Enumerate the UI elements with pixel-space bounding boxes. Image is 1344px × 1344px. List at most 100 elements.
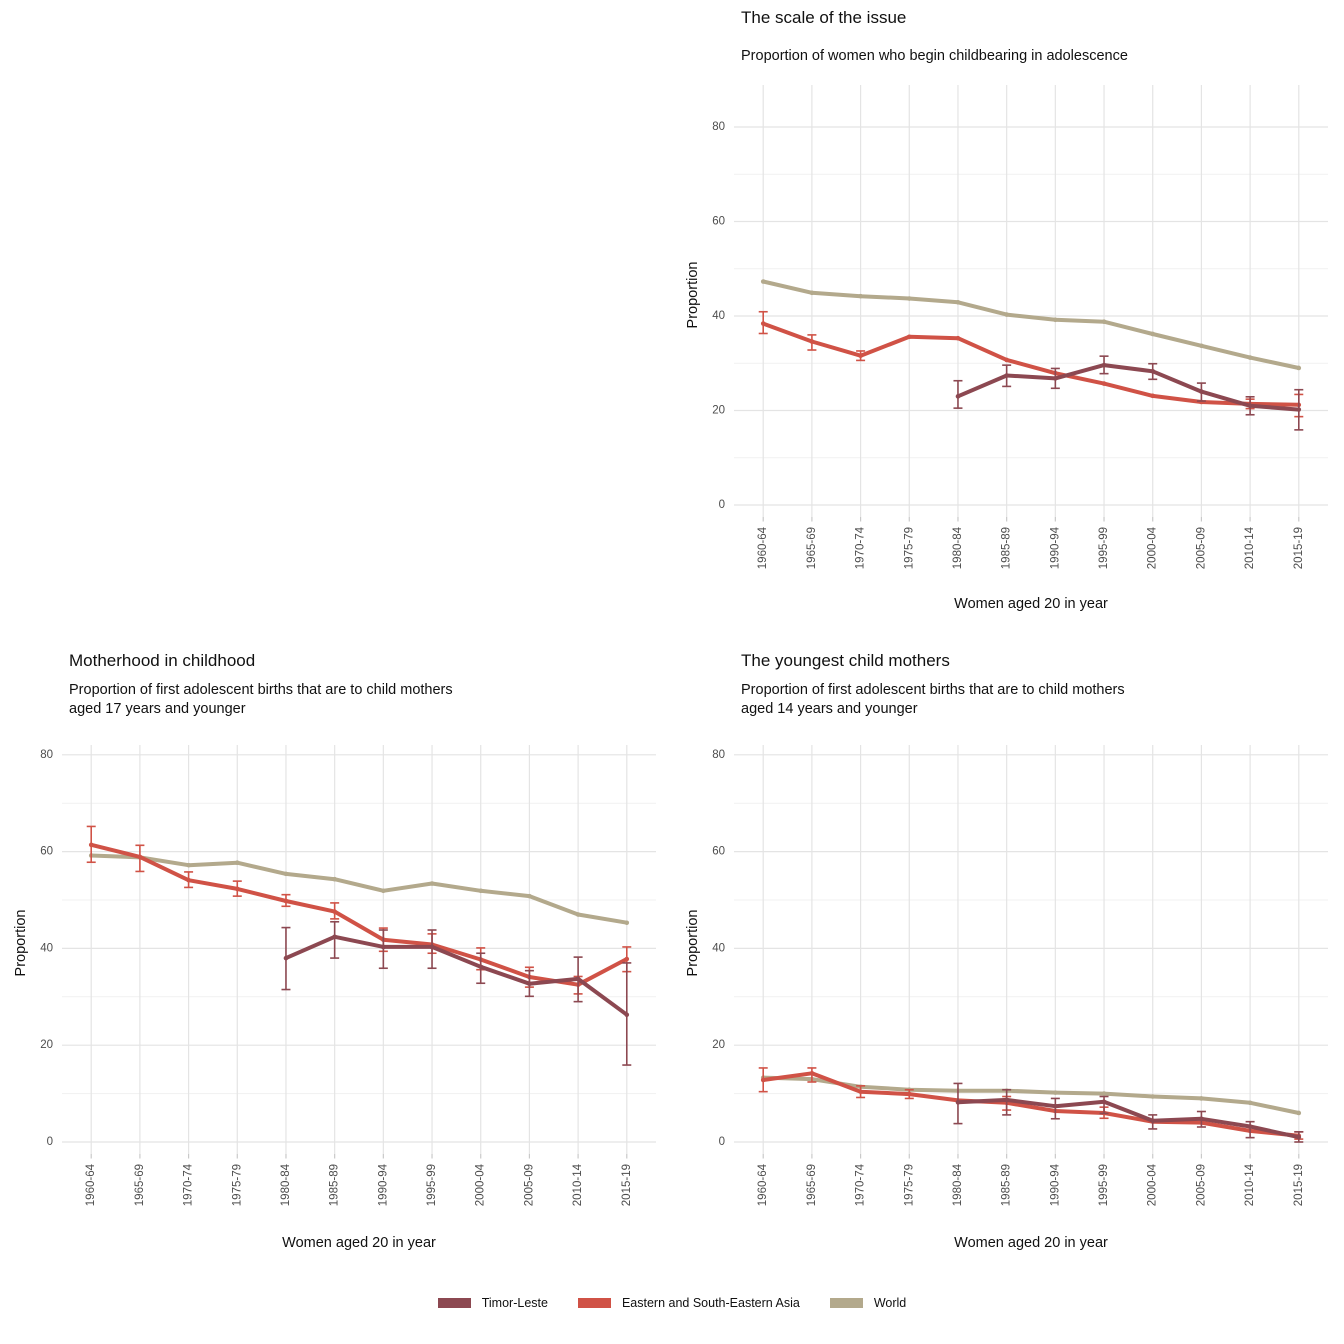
data-point (1247, 1100, 1253, 1106)
svg-text:1980-84: 1980-84 (280, 1163, 292, 1206)
x-axis-ticks (90, 1154, 628, 1159)
data-point (1004, 1097, 1009, 1103)
svg-text:1960-64: 1960-64 (757, 1163, 769, 1206)
series-line-timor-leste (957, 1097, 1300, 1140)
svg-text:1985-89: 1985-89 (1001, 527, 1013, 569)
svg-text:1980-84: 1980-84 (952, 526, 964, 569)
series-line-eastern-and-south-eastern-asia (762, 1071, 1299, 1138)
data-point (88, 842, 94, 848)
data-point (809, 290, 815, 296)
data-point (1150, 393, 1156, 399)
data-point (1247, 1124, 1253, 1129)
svg-text:60: 60 (712, 846, 725, 858)
data-point (137, 854, 143, 860)
svg-text:1985-89: 1985-89 (1001, 1164, 1013, 1206)
legend-label: World (873, 1296, 907, 1310)
svg-text:1980-84: 1980-84 (952, 1163, 964, 1206)
svg-text:2010-14: 2010-14 (1244, 1163, 1256, 1206)
svg-text:0: 0 (719, 1136, 725, 1148)
svg-text:1975-79: 1975-79 (231, 1164, 243, 1206)
svg-text:20: 20 (40, 1039, 53, 1051)
chart-title: Motherhood in childhood (69, 651, 256, 670)
chart-panel-motherhood-in-childhood: 0 20 40 60 80 1960-64 1965-69 1970-74 1975-79 198… (0, 645, 672, 1295)
chart-subtitle: Proportion of women who begin childbeari… (741, 47, 1128, 66)
svg-text:40: 40 (712, 942, 725, 954)
chart-subtitle-line: Proportion of women who begin childbeari… (741, 48, 1128, 64)
svg-text:1990-94: 1990-94 (377, 1163, 389, 1206)
x-axis-ticks (762, 1154, 1300, 1159)
series-timor-leste (953, 355, 1304, 431)
legend: Timor-Leste Eastern and South-Eastern As… (0, 1296, 1344, 1310)
svg-text:80: 80 (712, 749, 725, 761)
legend-label: Timor-Leste (481, 1296, 548, 1310)
data-point (1101, 381, 1107, 386)
data-point (1004, 357, 1009, 363)
data-point (575, 912, 581, 917)
data-point (332, 909, 337, 914)
svg-text:40: 40 (712, 310, 725, 322)
svg-text:1995-99: 1995-99 (426, 1164, 438, 1206)
chart-subtitle-line: aged 17 years and younger (69, 701, 246, 717)
data-point (624, 920, 630, 926)
svg-text:2000-04: 2000-04 (1147, 526, 1159, 569)
svg-text:2000-04: 2000-04 (1147, 1163, 1159, 1206)
svg-text:1995-99: 1995-99 (1098, 1164, 1110, 1206)
legend-swatch-world (829, 1298, 863, 1308)
data-point (809, 339, 815, 344)
data-point (575, 976, 581, 982)
data-point (760, 279, 766, 284)
series-timor-leste (953, 1082, 1304, 1143)
data-point (1004, 312, 1009, 317)
svg-text:1960-64: 1960-64 (85, 1163, 97, 1206)
data-point (906, 334, 912, 340)
data-point (1101, 362, 1107, 368)
data-point (283, 898, 289, 904)
chart-subtitle: Proportion of first adolescent births th… (741, 681, 1125, 719)
x-axis-title: Women aged 20 in year (954, 1235, 1108, 1251)
data-point (760, 1077, 766, 1083)
svg-text:1975-79: 1975-79 (903, 1164, 915, 1206)
svg-text:1970-74: 1970-74 (855, 1163, 867, 1206)
svg-text:80: 80 (40, 749, 53, 761)
data-point (760, 321, 766, 326)
data-point (858, 353, 863, 358)
data-point (1053, 376, 1058, 381)
data-point (955, 335, 961, 341)
y-axis-tick-labels: 0 20 40 60 80 (712, 121, 725, 511)
data-point (186, 862, 191, 868)
legend-item-timor-leste: Timor-Leste (437, 1296, 548, 1310)
data-point (527, 981, 532, 987)
data-point (1150, 368, 1156, 374)
data-point (186, 877, 191, 883)
data-point (1247, 403, 1253, 409)
data-point (1053, 1103, 1058, 1109)
data-point (1199, 389, 1204, 394)
y-axis-title: Proportion (13, 909, 29, 977)
svg-text:2015-19: 2015-19 (1293, 1164, 1305, 1206)
data-point (624, 1012, 630, 1018)
data-point (332, 876, 337, 882)
x-axis-tick-labels: 1960-64 1965-69 1970-74 1975-79 1980-84 1985-… (85, 1163, 633, 1206)
data-point (955, 394, 961, 399)
y-axis-title: Proportion (685, 909, 701, 977)
svg-text:40: 40 (40, 942, 53, 954)
svg-text:1965-69: 1965-69 (134, 1164, 146, 1206)
svg-text:80: 80 (712, 121, 725, 133)
data-point (283, 955, 289, 961)
chart-title: The youngest child mothers (741, 651, 950, 670)
series-eastern-and-south-eastern-asia (758, 310, 1304, 418)
data-point (858, 1089, 863, 1094)
svg-text:60: 60 (712, 216, 725, 228)
svg-text:60: 60 (40, 846, 53, 858)
legend-item-eastern-se-asia: Eastern and South-Eastern Asia (577, 1296, 800, 1310)
data-point (906, 296, 912, 301)
data-point (527, 893, 532, 899)
svg-text:2015-19: 2015-19 (1293, 527, 1305, 569)
data-point (1101, 319, 1107, 324)
data-point (1247, 355, 1253, 360)
data-point (1101, 1099, 1107, 1105)
chart-title: The scale of the issue (741, 8, 907, 27)
chart-panel-youngest-child-mothers: 0 20 40 60 80 1960-64 1965-69 1970-74 1975-79 198… (672, 645, 1344, 1295)
data-point (809, 1070, 815, 1076)
